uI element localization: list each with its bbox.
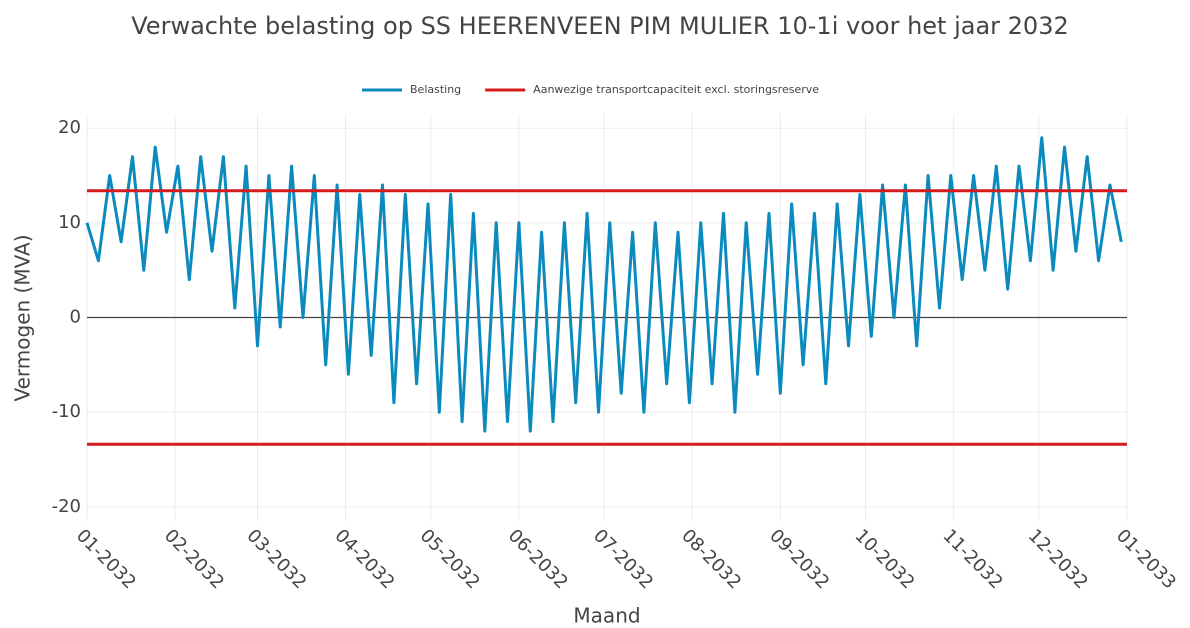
- x-tick-label: 01-2032: [72, 525, 140, 593]
- y-axis-label: Vermogen (MVA): [11, 234, 35, 401]
- x-tick-label: 10-2032: [851, 525, 919, 593]
- x-tick-label: 08-2032: [677, 525, 745, 593]
- x-tick-label: 12-2032: [1024, 525, 1092, 593]
- x-tick-label: 05-2032: [416, 525, 484, 593]
- x-axis-label: Maand: [573, 604, 640, 628]
- x-tick-label: 07-2032: [589, 525, 657, 593]
- chart-title: Verwachte belasting op SS HEERENVEEN PIM…: [131, 12, 1069, 40]
- y-tick-label: 0: [70, 307, 81, 328]
- x-tick-label: 09-2032: [765, 525, 833, 593]
- y-tick-label: -20: [52, 496, 81, 517]
- x-tick-label: 04-2032: [331, 525, 399, 593]
- legend-label: Belasting: [410, 83, 461, 96]
- y-tick-label: 20: [58, 117, 81, 138]
- series-line: [85, 136, 1123, 433]
- x-tick-label: 02-2032: [160, 525, 228, 593]
- y-tick-label: 10: [58, 212, 81, 233]
- x-tick-label: 03-2032: [242, 525, 310, 593]
- x-tick-label: 11-2032: [939, 525, 1007, 593]
- legend-label: Aanwezige transportcapaciteit excl. stor…: [533, 83, 819, 96]
- x-tick-label: 01-2033: [1112, 525, 1180, 593]
- x-tick-label: 06-2032: [504, 525, 572, 593]
- y-tick-label: -10: [52, 401, 81, 422]
